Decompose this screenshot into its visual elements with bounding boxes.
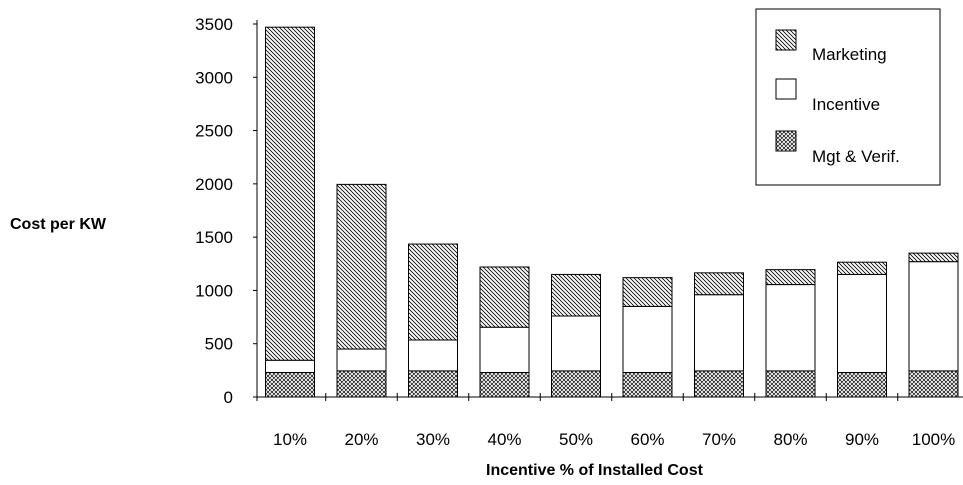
y-tick-label: 2000 <box>195 175 233 194</box>
legend: Marketing Incentive Mgt & Verif. <box>755 8 941 186</box>
y-tick-label: 2500 <box>195 122 233 141</box>
legend-label-marketing: Marketing <box>812 45 887 64</box>
legend-swatch-marketing <box>775 29 797 51</box>
bar-segment-marketing <box>837 261 887 275</box>
legend-label-mgt-verif: Mgt & Verif. <box>812 147 900 166</box>
bar-segment-mgt-verif <box>551 370 601 398</box>
x-axis-title: Incentive % of Installed Cost <box>486 462 704 479</box>
y-axis-title: Cost per KW <box>10 216 107 233</box>
bar-segment-incentive <box>265 359 315 373</box>
legend-swatch-incentive <box>775 78 797 100</box>
bar-segment-incentive <box>765 284 816 372</box>
bar-segment-marketing <box>265 26 315 361</box>
bar-segment-incentive <box>694 294 744 372</box>
bar-segment-mgt-verif <box>622 371 673 398</box>
bar-segment-marketing <box>551 273 601 317</box>
x-tick-label: 50% <box>559 430 593 449</box>
bar-segment-mgt-verif <box>336 370 387 398</box>
y-tick-label: 3000 <box>195 68 233 87</box>
bar-segment-marketing <box>622 277 673 307</box>
bar-segment-incentive <box>908 261 959 372</box>
bar-segment-mgt-verif <box>479 371 530 398</box>
legend-swatch-mgt-verif <box>775 130 797 152</box>
x-tick-label: 70% <box>702 430 736 449</box>
y-tick-label: 0 <box>224 388 233 407</box>
bar-segment-marketing <box>694 272 744 296</box>
bar-segment-marketing <box>765 269 816 286</box>
bar-segment-incentive <box>336 348 387 372</box>
bar-segment-marketing <box>908 252 959 263</box>
x-tick-label: 10% <box>273 430 307 449</box>
x-tick-label: 60% <box>630 430 664 449</box>
y-tick-label: 1500 <box>195 228 233 247</box>
bar-segment-mgt-verif <box>694 370 744 398</box>
bar-segment-mgt-verif <box>265 371 315 398</box>
y-tick-label: 3500 <box>195 15 233 34</box>
bar-segment-mgt-verif <box>837 371 887 398</box>
bar-segment-incentive <box>551 315 601 372</box>
x-ticks-layer: 10% 20% 30% 40% 50% 60% 70% 80% 90% 100% <box>273 393 955 449</box>
y-ticks-layer: 0 500 1000 1500 2000 2500 3000 3500 <box>195 15 257 407</box>
x-tick-label: 20% <box>344 430 378 449</box>
bar-segment-mgt-verif <box>765 370 816 398</box>
bar-segment-marketing <box>408 243 458 341</box>
x-tick-label: 40% <box>487 430 521 449</box>
bar-segment-marketing <box>336 183 387 350</box>
x-tick-label: 80% <box>773 430 807 449</box>
bar-segment-marketing <box>479 266 530 328</box>
y-tick-label: 500 <box>205 335 233 354</box>
bar-segment-incentive <box>408 339 458 372</box>
bar-segment-incentive <box>479 326 530 373</box>
y-tick-label: 1000 <box>195 281 233 300</box>
bar-segment-incentive <box>837 273 887 373</box>
x-tick-label: 100% <box>912 430 955 449</box>
x-tick-label: 90% <box>845 430 879 449</box>
bar-segment-mgt-verif <box>908 370 959 398</box>
bar-segment-mgt-verif <box>408 370 458 398</box>
bars-layer <box>265 26 959 398</box>
legend-label-incentive: Incentive <box>812 95 880 114</box>
x-tick-label: 30% <box>416 430 450 449</box>
bar-segment-incentive <box>622 305 673 373</box>
